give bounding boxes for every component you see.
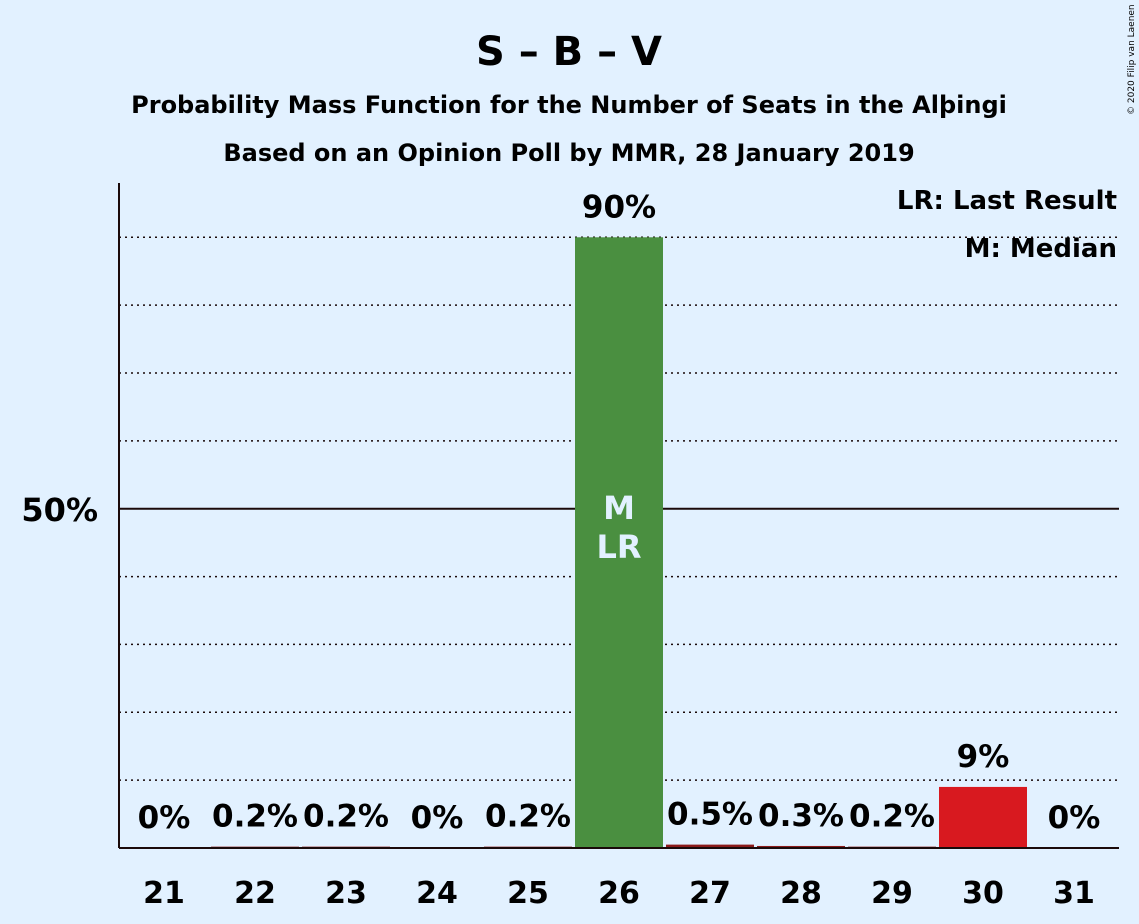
x-tick-labels: 21 22 23 24 25 26 27 28 29 30 31 [143, 876, 1095, 911]
legend-median: M: Median [965, 234, 1117, 264]
data-label-29: 0.2% [849, 799, 935, 835]
bar-30 [939, 786, 1027, 848]
y-tick-label: 50% [21, 491, 98, 529]
x-tick-26: 26 [598, 876, 640, 911]
data-label-30: 9% [957, 739, 1010, 775]
x-tick-31: 31 [1053, 876, 1095, 911]
credit-text: © 2020 Filip van Laenen [1127, 4, 1137, 115]
data-label-28: 0.3% [758, 798, 844, 834]
x-tick-28: 28 [780, 876, 822, 911]
x-tick-24: 24 [416, 876, 458, 911]
data-label-27: 0.5% [667, 797, 753, 833]
data-label-22: 0.2% [212, 799, 298, 835]
bar-26 [575, 237, 663, 849]
legend-last-result: LR: Last Result [897, 186, 1117, 216]
data-label-24: 0% [411, 800, 464, 836]
bar-27 [666, 844, 754, 848]
chart-subtitle: Probability Mass Function for the Number… [131, 91, 1007, 119]
data-label-21: 0% [138, 800, 191, 836]
last-result-marker: LR [596, 528, 641, 566]
x-tick-27: 27 [689, 876, 731, 911]
median-marker: M [603, 489, 635, 527]
x-tick-30: 30 [962, 876, 1004, 911]
data-label-23: 0.2% [303, 799, 389, 835]
data-label-26: 90% [582, 189, 656, 225]
bars [211, 237, 1027, 849]
data-label-31: 0% [1048, 800, 1101, 836]
x-tick-29: 29 [871, 876, 913, 911]
x-tick-23: 23 [325, 876, 367, 911]
chart-subtitle-2: Based on an Opinion Poll by MMR, 28 Janu… [223, 139, 914, 167]
chart-title: S – B – V [476, 29, 662, 75]
x-tick-21: 21 [143, 876, 185, 911]
x-tick-22: 22 [234, 876, 276, 911]
x-tick-25: 25 [507, 876, 549, 911]
bar-28 [757, 845, 845, 848]
data-label-25: 0.2% [485, 799, 571, 835]
